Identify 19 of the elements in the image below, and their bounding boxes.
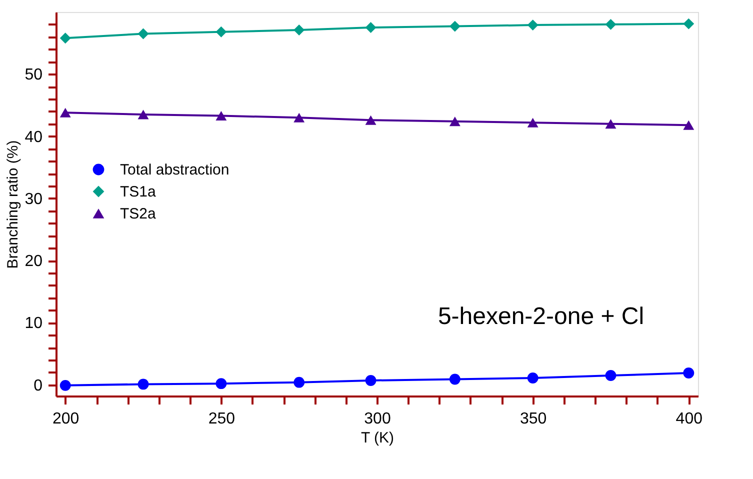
x-tick-label: 300	[364, 410, 391, 428]
annotation: 5-hexen-2-one + Cl	[438, 303, 644, 330]
y-tick-label: 40	[24, 128, 43, 146]
y-tick-label: 10	[24, 315, 43, 332]
y-tick-label: 50	[24, 66, 43, 84]
legend-label: Total abstraction	[120, 162, 230, 178]
point	[683, 120, 694, 130]
legend-label: TS1a	[120, 184, 157, 200]
y-tick-label: 0	[34, 377, 43, 394]
x-tick-label: 200	[52, 410, 80, 428]
x-tick-label: 400	[676, 410, 703, 428]
x-tick-label: 250	[208, 410, 236, 428]
x-tick-label: 350	[520, 410, 547, 428]
legend-label: TS2a	[120, 206, 157, 222]
x-axis-title: T (K)	[360, 430, 394, 446]
y-axis-title: Branching ratio (%)	[4, 140, 22, 269]
point	[60, 108, 71, 118]
y-tick-label: 30	[24, 190, 43, 208]
y-tick-label: 20	[24, 253, 43, 270]
